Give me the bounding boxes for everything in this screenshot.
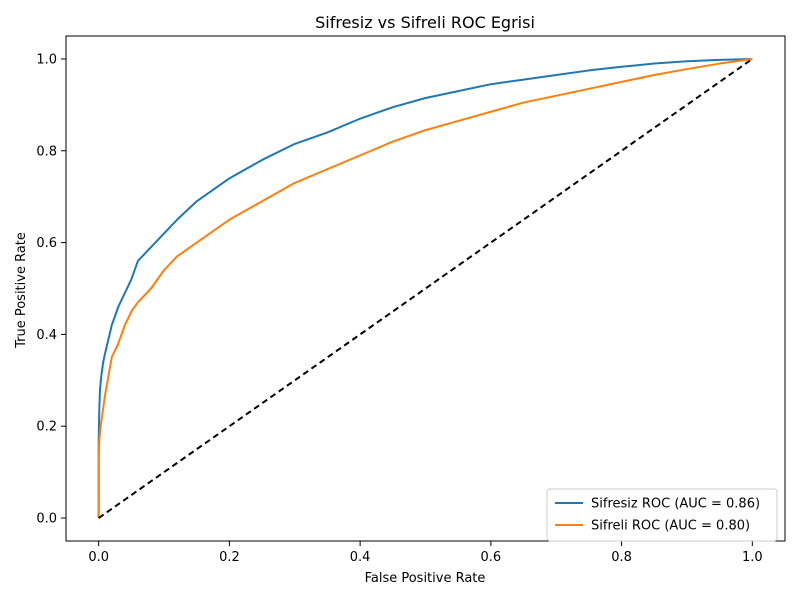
y-tick-label: 0.0	[36, 512, 57, 527]
x-tick-label: 0.8	[611, 550, 632, 565]
y-tick-label: 0.4	[36, 328, 57, 343]
y-tick-label: 0.6	[36, 236, 57, 251]
x-axis-label: False Positive Rate	[365, 571, 486, 586]
axes-frame	[65, 35, 786, 542]
x-tick-label: 0.0	[88, 550, 109, 565]
x-tick-label: 0.6	[481, 550, 502, 565]
y-tick-label: 1.0	[36, 52, 57, 67]
y-tick-label: 0.2	[36, 420, 57, 435]
legend: Sifresiz ROC (AUC = 0.86) Sifreli ROC (AU…	[546, 488, 778, 542]
series-line-0	[97, 57, 753, 519]
x-tick-label: 0.4	[350, 550, 371, 565]
plot-area: 0.0 0.2 0.4 0.6 0.8 1.0 0.0 0.2 0.4 0.6 0.8 1.0	[36, 35, 786, 565]
y-tick-label: 0.8	[36, 144, 57, 159]
x-axis-ticks: 0.0 0.2 0.4 0.6 0.8 1.0	[88, 541, 763, 565]
legend-entry-label: Sifreli ROC (AUC = 0.80)	[591, 519, 750, 534]
y-axis-label: True Positive Rate	[14, 232, 29, 349]
y-axis-ticks: 0.0 0.2 0.4 0.6 0.8 1.0	[36, 52, 66, 527]
series-layer	[97, 57, 753, 519]
x-tick-label: 1.0	[742, 550, 763, 565]
series-line-1	[97, 57, 753, 519]
chance-diagonal-line	[98, 58, 753, 519]
x-tick-label: 0.2	[219, 550, 240, 565]
legend-box	[546, 488, 778, 542]
chart-title: Sifresiz vs Sifreli ROC Egrisi	[315, 13, 535, 32]
legend-entry-label: Sifresiz ROC (AUC = 0.86)	[591, 497, 760, 512]
